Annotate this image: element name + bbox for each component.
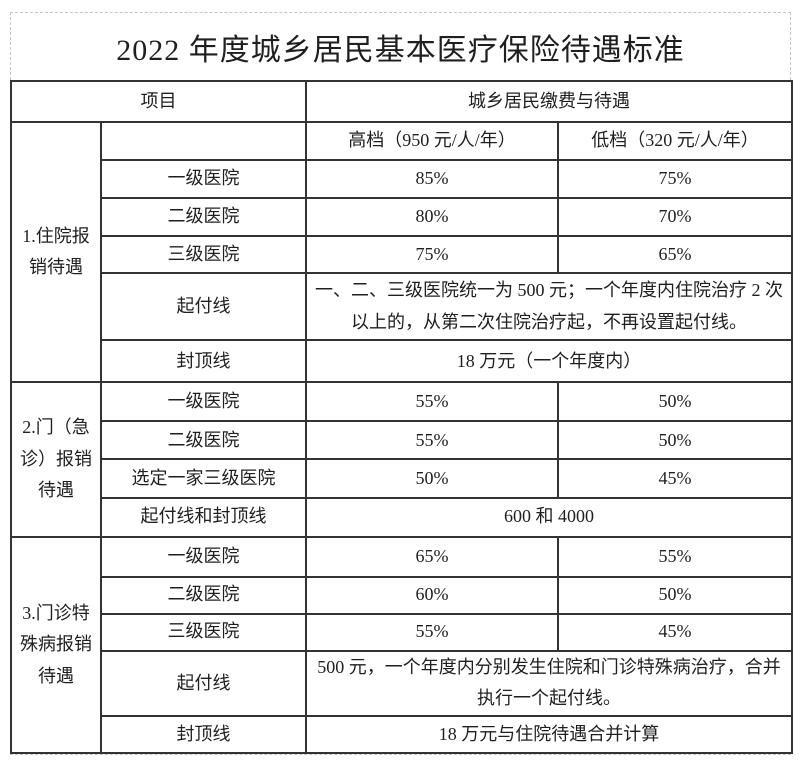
combined-line-text: 600 和 4000 xyxy=(305,496,793,538)
hospital-level-label: 二级医院 xyxy=(100,420,307,461)
rate-high: 75% xyxy=(305,235,559,275)
category-outpatient-emergency: 2.门（急诊）报销待遇 xyxy=(10,381,102,538)
hospital-level-label: 一级医院 xyxy=(100,381,307,423)
hospital-level-label: 二级医院 xyxy=(100,575,307,615)
rate-low: 50% xyxy=(557,575,793,615)
table-row: 封顶线 18 万元与住院待遇合并计算 xyxy=(11,714,793,755)
cap-text: 18 万元（一个年度内） xyxy=(305,339,793,384)
category-hospitalization: 1.住院报销待遇 xyxy=(10,121,102,384)
cap-label: 封顶线 xyxy=(100,714,307,755)
table-row: 3.门诊特殊病报销待遇 一级医院 65% 55% xyxy=(10,535,793,755)
cap-label: 封顶线 xyxy=(100,339,307,384)
header-item-col: 项目 xyxy=(10,79,307,124)
rate-low: 50% xyxy=(557,420,793,461)
combined-line-label: 起付线和封顶线 xyxy=(100,496,307,538)
table-row: 三级医院 55% 45% xyxy=(11,612,793,652)
rate-high: 50% xyxy=(305,458,559,499)
category-special-disease: 3.门诊特殊病报销待遇 xyxy=(10,535,102,755)
rate-high: 55% xyxy=(305,420,559,461)
benefits-table: 项目 城乡居民缴费与待遇 1.住院报销待遇 高档（950 元/人/年） 低档（3… xyxy=(10,79,793,755)
deductible-text: 一、二、三级医院统一为 500 元；一个年度内住院治疗 2 次以上的，从第二次住… xyxy=(305,272,793,342)
cap-text: 18 万元与住院待遇合并计算 xyxy=(305,714,793,755)
rate-high: 60% xyxy=(305,575,559,615)
tier-empty-cell xyxy=(100,121,307,162)
table-row: 选定一家三级医院 50% 45% xyxy=(11,458,793,499)
table-row: 二级医院 55% 50% xyxy=(11,420,793,461)
table-row: 三级医院 75% 65% xyxy=(11,235,793,275)
table-row: 起付线和封顶线 600 和 4000 xyxy=(11,496,793,538)
rate-low: 75% xyxy=(557,159,793,200)
rate-high: 80% xyxy=(305,197,559,238)
rate-high: 55% xyxy=(305,381,559,423)
rate-low: 65% xyxy=(557,235,793,275)
rate-high: 55% xyxy=(305,612,559,652)
table-row: 起付线 一、二、三级医院统一为 500 元；一个年度内住院治疗 2 次以上的，从… xyxy=(11,272,793,342)
rate-high: 85% xyxy=(305,159,559,200)
document-sheet: 2022 年度城乡居民基本医疗保险待遇标准 项目 城乡居民缴费与待遇 1.住院报… xyxy=(10,12,793,755)
rate-low: 70% xyxy=(557,197,793,238)
hospital-level-label: 二级医院 xyxy=(100,197,307,238)
rate-low: 45% xyxy=(557,458,793,499)
table-row: 2.门（急诊）报销待遇 一级医院 55% 50% xyxy=(10,381,793,538)
title-block: 2022 年度城乡居民基本医疗保险待遇标准 xyxy=(11,13,790,80)
hospital-level-label: 选定一家三级医院 xyxy=(100,458,307,499)
table-row: 二级医院 80% 70% xyxy=(11,197,793,238)
tier-low-label: 低档（320 元/人/年） xyxy=(557,121,793,162)
rate-low: 45% xyxy=(557,612,793,652)
rate-low: 55% xyxy=(557,535,793,578)
hospital-level-label: 一级医院 xyxy=(100,535,307,578)
table-row: 一级医院 85% 75% xyxy=(11,159,793,200)
table-row: 封顶线 18 万元（一个年度内） xyxy=(11,339,793,384)
deductible-label: 起付线 xyxy=(100,649,307,717)
hospital-level-label: 一级医院 xyxy=(100,159,307,200)
header-payment-col: 城乡居民缴费与待遇 xyxy=(305,79,793,124)
tier-high-label: 高档（950 元/人/年） xyxy=(305,121,559,162)
deductible-text: 500 元，一个年度内分别发生住院和门诊特殊病治疗，合并执行一个起付线。 xyxy=(305,649,793,717)
table-row: 起付线 500 元，一个年度内分别发生住院和门诊特殊病治疗，合并执行一个起付线。 xyxy=(11,649,793,717)
hospital-level-label: 三级医院 xyxy=(100,612,307,652)
table-row: 二级医院 60% 50% xyxy=(11,575,793,615)
table-header-row: 项目 城乡居民缴费与待遇 xyxy=(10,79,793,124)
deductible-label: 起付线 xyxy=(100,272,307,342)
page-title: 2022 年度城乡居民基本医疗保险待遇标准 xyxy=(116,33,685,67)
rate-high: 65% xyxy=(305,535,559,578)
tier-subheader-row: 1.住院报销待遇 高档（950 元/人/年） 低档（320 元/人/年） xyxy=(10,121,793,384)
hospital-level-label: 三级医院 xyxy=(100,235,307,275)
rate-low: 50% xyxy=(557,381,793,423)
